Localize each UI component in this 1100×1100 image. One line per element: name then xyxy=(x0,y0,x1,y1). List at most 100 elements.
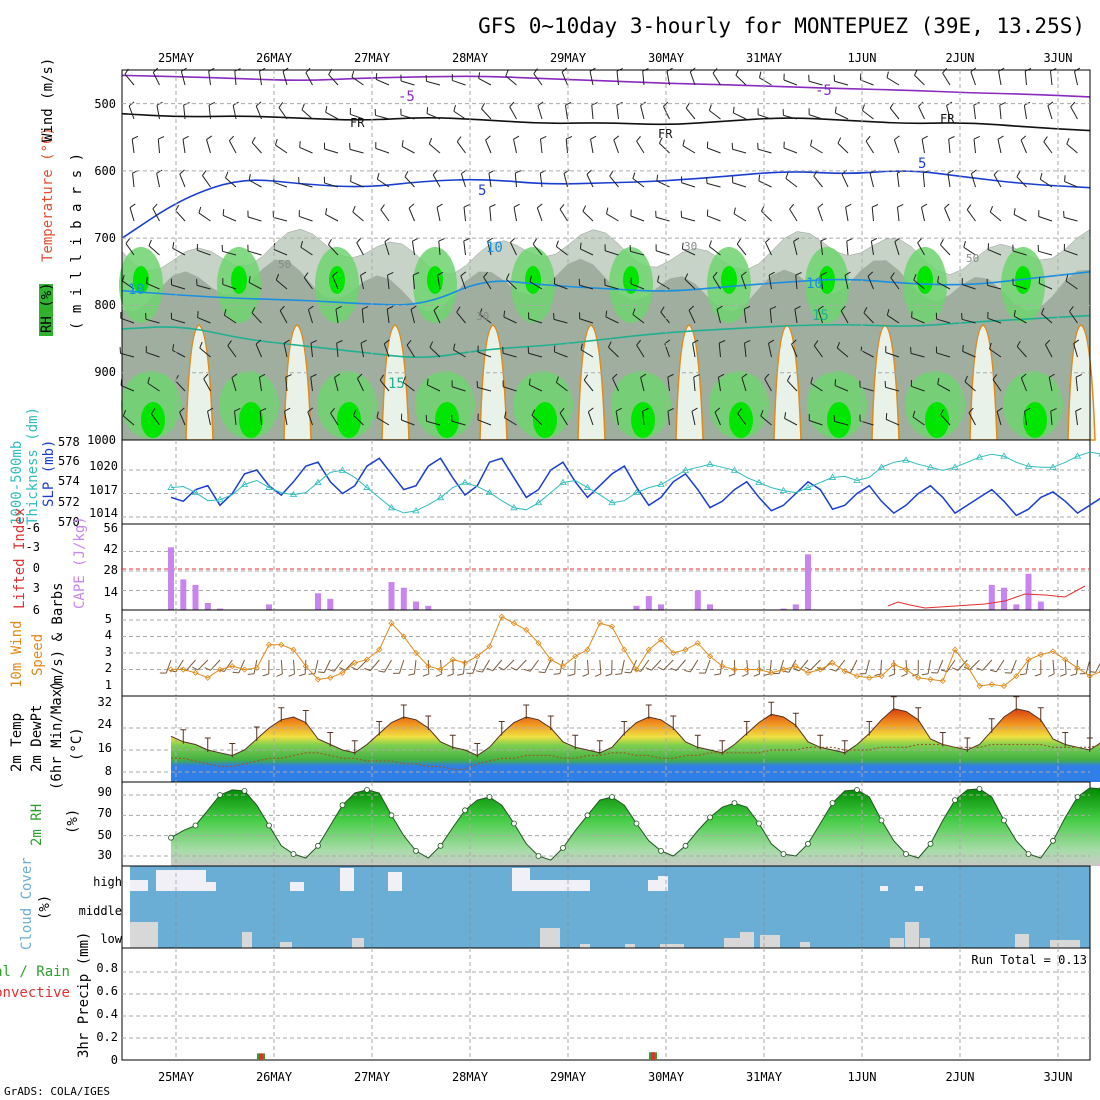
date-label-bottom: 31MAY xyxy=(746,1070,783,1084)
barb-flag xyxy=(886,309,890,316)
barb-flag xyxy=(718,373,725,378)
wind-barb xyxy=(222,209,237,222)
wind10-marker xyxy=(902,666,910,673)
temp-label: (6hr Min/Max) xyxy=(49,680,65,790)
barb-staff xyxy=(613,139,619,154)
barb-staff xyxy=(488,173,492,188)
barb-staff xyxy=(850,659,858,673)
barb-flag xyxy=(605,673,612,677)
legend-wind: Wind (m/s) xyxy=(40,58,56,142)
wind10-marker xyxy=(486,643,493,650)
barb-staff xyxy=(574,659,576,675)
wind-barb xyxy=(425,75,441,86)
barb-staff xyxy=(437,275,441,290)
barb-flag xyxy=(335,305,342,310)
barb-staff xyxy=(964,381,976,392)
wind10-barb xyxy=(524,659,539,672)
wind-barb xyxy=(350,175,364,188)
barb-staff xyxy=(332,275,339,290)
barb-flag xyxy=(586,169,592,175)
wind10-barb xyxy=(657,659,674,671)
barb-staff xyxy=(122,415,135,426)
barb-staff xyxy=(685,107,696,120)
wind-barb xyxy=(406,339,415,358)
barb-staff xyxy=(682,248,696,256)
barb-flag xyxy=(513,203,520,208)
wind-barb xyxy=(228,135,237,154)
wind-barb xyxy=(489,204,496,222)
wind-barb xyxy=(917,237,925,256)
barb-staff xyxy=(426,80,441,86)
wind-barb xyxy=(911,311,925,324)
lifted-tick-label: -6 xyxy=(26,521,40,535)
thickness-marker xyxy=(853,476,861,483)
barb-staff xyxy=(203,378,211,392)
precip-tick-label: 0.4 xyxy=(96,1007,118,1021)
profile-axis-millibars: ( m i l l i b a r s ) xyxy=(69,153,85,330)
barb-staff xyxy=(922,173,925,188)
wind-barb xyxy=(940,408,951,426)
wind10-marker xyxy=(559,663,567,670)
barb-flag xyxy=(971,169,977,175)
barb-flag xyxy=(820,237,827,242)
wind-barb xyxy=(255,339,262,358)
barb-staff xyxy=(741,377,747,392)
wind-barb xyxy=(1075,407,1082,426)
barb-staff xyxy=(691,411,696,426)
barb-flag xyxy=(663,101,669,107)
barb-staff xyxy=(179,173,186,188)
wind10-barb xyxy=(670,659,686,672)
barb-staff xyxy=(834,80,849,86)
barb-flag xyxy=(529,275,532,282)
barb-flag xyxy=(1075,374,1083,378)
barb-flag xyxy=(733,207,736,214)
barb-staff xyxy=(509,106,517,120)
cape-bar xyxy=(1037,601,1044,610)
wind10-marker xyxy=(400,633,407,640)
rh2-ticks: 30 50 70 90 xyxy=(98,785,112,862)
wind10-marker xyxy=(915,674,922,681)
barb-flag xyxy=(1070,101,1076,108)
cape-bar xyxy=(988,584,995,610)
barb-staff xyxy=(489,207,492,222)
barb-flag xyxy=(931,672,938,674)
wind10-barb xyxy=(510,659,527,671)
wind-barb xyxy=(718,340,726,358)
barb-staff xyxy=(384,659,392,673)
wind10-marker xyxy=(988,681,995,688)
wind-barb xyxy=(587,407,594,426)
barb-flag xyxy=(376,172,380,180)
wind-barb xyxy=(684,273,696,290)
contour-label: 10 xyxy=(806,276,823,292)
barb-staff xyxy=(865,659,870,674)
wind-barb xyxy=(921,203,928,222)
cloud-cell-high xyxy=(648,880,658,891)
barb-staff xyxy=(544,659,552,673)
rh2-marker xyxy=(388,812,395,819)
wind-barb xyxy=(817,305,824,324)
barb-flag xyxy=(387,271,394,276)
barb-staff xyxy=(636,344,645,358)
wind10-barb xyxy=(1034,659,1042,677)
barb-staff xyxy=(684,278,696,290)
barb-staff xyxy=(171,284,186,290)
wind-barb xyxy=(145,346,160,358)
date-label-bottom: 30MAY xyxy=(648,1070,685,1084)
barb-staff xyxy=(255,105,262,120)
wind10-barb xyxy=(317,659,331,674)
wind10-tick-label: 2 xyxy=(105,661,112,675)
barb-staff xyxy=(1012,250,1027,256)
wind-barb xyxy=(477,345,492,358)
barb-flag xyxy=(476,381,478,388)
barb-flag xyxy=(120,311,122,319)
barb-staff xyxy=(918,106,925,120)
barb-flag xyxy=(784,412,787,419)
barb-staff xyxy=(460,173,466,188)
barb-staff xyxy=(232,105,237,120)
wind10-marker xyxy=(866,674,873,681)
barb-staff xyxy=(968,412,976,426)
barb-staff xyxy=(152,72,160,86)
wind-barb xyxy=(658,137,670,154)
barb-flag xyxy=(714,407,721,413)
